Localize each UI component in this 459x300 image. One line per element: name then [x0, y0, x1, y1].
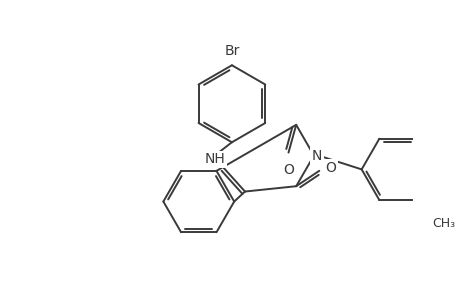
Text: CH₃: CH₃	[431, 217, 454, 230]
Text: NH: NH	[204, 152, 225, 166]
Text: O: O	[325, 161, 336, 175]
Text: Br: Br	[224, 44, 239, 58]
Text: O: O	[282, 164, 293, 177]
Text: N: N	[311, 148, 321, 163]
